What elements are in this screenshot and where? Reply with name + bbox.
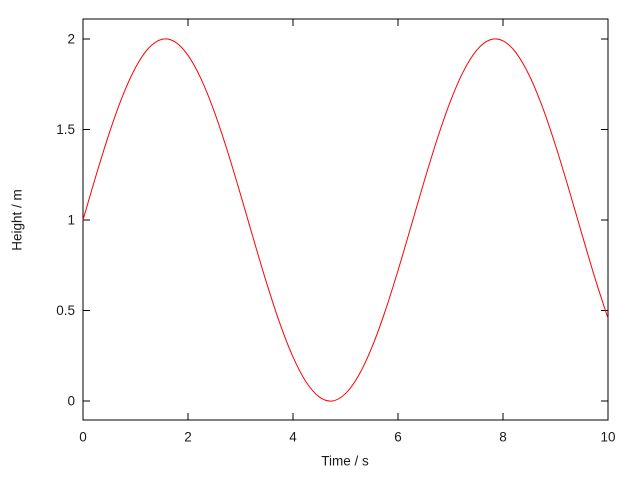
y-tick-label: 0.5: [56, 303, 75, 318]
x-tick-label: 0: [79, 430, 87, 445]
y-tick-label: 1: [67, 212, 75, 227]
y-tick-label: 0: [67, 393, 75, 408]
y-axis-title: Height / m: [9, 189, 25, 251]
plot-border: [82, 18, 609, 421]
x-tick-label: 4: [289, 430, 297, 445]
series-line-1-sin-t-: [82, 38, 609, 402]
y-tick-label: 2: [67, 31, 75, 46]
x-tick-label: 8: [499, 430, 507, 445]
x-axis-title: Time / s: [321, 453, 369, 469]
x-tick-label: 2: [184, 430, 192, 445]
y-tick-label: 1.5: [56, 122, 75, 137]
x-tick-label: 10: [600, 430, 615, 445]
x-tick-label: 6: [394, 430, 402, 445]
